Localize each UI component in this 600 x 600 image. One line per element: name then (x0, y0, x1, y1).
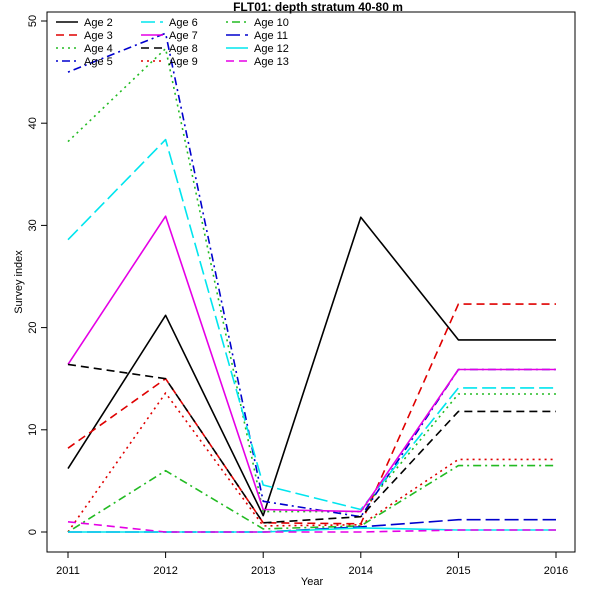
legend-label: Age 13 (254, 56, 289, 68)
y-tick-label: 40 (27, 117, 39, 129)
x-tick-label: 2011 (56, 565, 80, 577)
series-line-age-6 (67, 138, 556, 511)
series-line-age-13 (67, 521, 556, 533)
legend-label: Age 5 (84, 56, 113, 68)
x-axis: 2011 2012 2013 2014 2015 2016 (56, 552, 568, 577)
legend-label: Age 9 (169, 56, 198, 68)
series-line-age-2 (67, 216, 556, 517)
plot-frame (46, 11, 576, 553)
legend-label: Age 6 (169, 17, 198, 29)
x-tick-label: 2013 (251, 565, 275, 577)
legend-label: Age 12 (254, 43, 289, 55)
legend-entry: Age 11 (226, 30, 288, 42)
legend-label: Age 7 (169, 30, 198, 42)
series-line-age-7 (67, 215, 556, 513)
x-tick-label: 2016 (544, 565, 568, 577)
y-tick-label: 10 (27, 424, 39, 436)
y-tick-label: 0 (27, 529, 39, 535)
series-layer (67, 32, 556, 533)
legend-entry: Age 6 (141, 17, 198, 29)
legend-entry: Age 4 (56, 43, 113, 55)
legend-entry: Age 5 (56, 56, 113, 68)
y-tick-label: 30 (27, 219, 39, 231)
legend-entry: Age 2 (56, 17, 113, 29)
legend-entry: Age 9 (141, 56, 198, 68)
series-line-age-10 (67, 464, 556, 533)
y-axis: 0 10 20 30 40 50 (27, 15, 47, 535)
series-line-age-3 (67, 303, 556, 525)
series-line-age-8 (67, 363, 556, 524)
x-tick-label: 2014 (349, 565, 373, 577)
legend-label: Age 2 (84, 17, 113, 29)
legend-entry: Age 7 (141, 30, 198, 42)
y-tick-label: 20 (27, 321, 39, 333)
x-axis-label: Year (301, 576, 324, 588)
legend-entry: Age 8 (141, 43, 198, 55)
legend-label: Age 11 (254, 30, 288, 42)
legend-label: Age 4 (84, 43, 113, 55)
legend-entry: Age 13 (226, 56, 289, 68)
legend-entry: Age 3 (56, 30, 113, 42)
y-axis-label: Survey index (13, 250, 25, 314)
legend-entry: Age 10 (226, 17, 289, 29)
y-tick-label: 50 (27, 15, 39, 27)
legend-label: Age 3 (84, 30, 113, 42)
legend-label: Age 10 (254, 17, 289, 29)
chart-title: FLT01: depth stratum 40-80 m (233, 0, 403, 14)
x-tick-label: 2015 (446, 565, 470, 577)
x-tick-label: 2012 (153, 565, 177, 577)
legend-entry: Age 12 (226, 43, 289, 55)
legend-label: Age 8 (169, 43, 198, 55)
